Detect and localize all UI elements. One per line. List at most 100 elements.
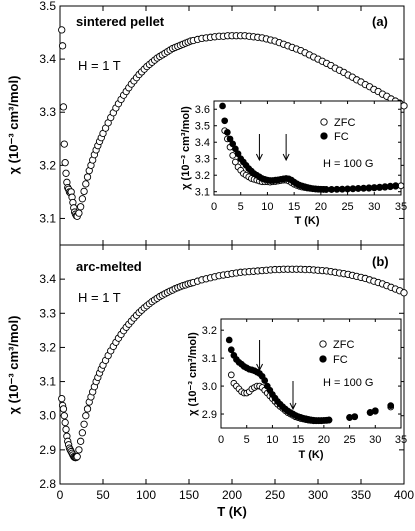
panel-b-field-label: H = 1 T [78, 290, 121, 305]
panel-a-y-ticks: 3.1 3.2 3.3 3.4 3.5 [39, 0, 404, 225]
panel-a-inset-x-tick-label: 30 [368, 201, 380, 213]
panel-b-x-tick-label: 100 [136, 488, 156, 502]
panel-a-inset-x-tick-label: 10 [261, 201, 273, 213]
panel-b-inset-zfc-point [227, 371, 235, 379]
panel-a-inset-legend-fc: FC [334, 131, 349, 143]
panel-b-y-ticks: 2.8 2.9 3.0 3.1 3.2 3.3 3.4 [39, 272, 404, 491]
panel-a-inset-legend-fc-marker [320, 132, 328, 140]
panel-b-inset-fc-point [225, 336, 233, 344]
panel-a: sintered pellet H = 1 T (a) 3.1 3.2 3.3 3.4… [6, 0, 408, 246]
panel-b-y-tick-label: 3.0 [39, 409, 56, 423]
panel-b-inset-fc-point [227, 346, 235, 354]
panel-b-x-tick-label: 150 [179, 488, 199, 502]
panel-a-inset-points [219, 102, 405, 193]
panel-a-inset-arrow-head [282, 153, 290, 162]
panel-a-inset-fc-point [226, 135, 234, 143]
panel-a-inset: 3.1 3.2 3.3 3.4 3.5 3.6 0 5 10 15 20 25 30 35 ZFC FC… [180, 100, 407, 227]
panel-a-y-tick-label: 3.4 [39, 52, 56, 66]
panel-a-inset-y-tick-label: 3.6 [195, 104, 210, 116]
panel-a-point [80, 187, 88, 196]
panel-a-point [60, 140, 68, 148]
panel-a-y-axis-label: χ (10⁻³ cm³/mol) [6, 76, 21, 175]
panel-a-inset-y-tick-label: 3.3 [195, 154, 210, 166]
panel-a-field-label: H = 1 T [78, 58, 121, 73]
panel-b-point [78, 429, 87, 437]
panel-a-point [58, 26, 66, 34]
panel-b: arc-melted H = 1 T (b) 2.8 2.9 3.0 3.1 3.2 3.… [6, 244, 414, 519]
panel-b-inset-x-axis-label: T (K) [298, 449, 323, 461]
panel-a-inset-fc-point [219, 102, 226, 110]
panel-b-inset: 2.9 3.0 3.1 3.2 0 5 10 15 20 25 30 35 ZFC FC H = 1… [187, 318, 407, 461]
panel-b-inset-x-tick-label: 25 [343, 434, 355, 446]
panel-b-x-tick-label: 400 [394, 488, 414, 502]
panel-a-inset-x-tick-label: 5 [238, 201, 244, 213]
panel-a-point [78, 195, 87, 203]
panel-b-y-tick-label: 2.8 [39, 477, 56, 491]
panel-b-point [61, 418, 69, 427]
panel-a-inset-zfc-point [232, 158, 239, 166]
panel-b-y-tick-label: 3.4 [39, 272, 56, 286]
panel-b-inset-points [225, 336, 395, 425]
panel-b-inset-x-tick-label: 35 [395, 434, 407, 446]
panel-b-point [62, 425, 70, 434]
panel-b-x-tick-label: 300 [308, 488, 328, 502]
panel-b-inset-x-tick-label: 15 [292, 434, 304, 446]
panel-a-inset-y-tick-label: 3.1 [195, 187, 210, 199]
panel-a-inset-x-tick-label: 15 [288, 201, 300, 213]
panel-b-point [73, 453, 81, 461]
panel-b-point [58, 394, 66, 403]
panel-b-inset-y-tick-label: 3.0 [202, 381, 217, 393]
panel-a-point [59, 103, 68, 111]
panel-b-y-tick-label: 3.3 [39, 306, 56, 320]
panel-b-inset-x-tick-label: 30 [369, 434, 381, 446]
panel-b-inset-fc-point [325, 416, 333, 424]
panel-b-inset-x-tick-label: 10 [266, 434, 278, 446]
panel-a-y-tick-label: 3.5 [39, 0, 56, 13]
panel-b-inset-y-tick-label: 2.9 [202, 409, 217, 421]
panel-b-inset-legend-zfc: ZFC [333, 339, 354, 351]
panel-b-point [83, 405, 92, 413]
panel-b-point [75, 446, 83, 454]
panel-b-y-tick-label: 3.2 [39, 340, 56, 354]
panel-b-inset-legend-zfc-marker [319, 340, 327, 348]
panel-b-sample-label: arc-melted [76, 259, 142, 274]
panel-a-inset-x-tick-label: 35 [395, 201, 407, 213]
panel-b-tag: (b) [372, 254, 389, 269]
panel-a-y-tick-label: 3.3 [39, 105, 56, 119]
panel-a-inset-x-tick-label: 20 [315, 201, 327, 213]
panel-b-x-tick-label: 250 [265, 488, 285, 502]
panel-a-y-tick-label: 3.1 [39, 211, 56, 225]
panel-a-inset-y-axis-label: χ (10⁻³ cm³/mol) [180, 106, 192, 190]
panel-b-inset-field-label: H = 100 G [323, 377, 373, 389]
panel-a-point [61, 159, 69, 167]
panel-a-point [62, 169, 70, 177]
panel-a-inset-background [214, 101, 401, 195]
panel-a-y-tick-label: 3.2 [39, 158, 56, 172]
panel-b-inset-y-ticks: 2.9 3.0 3.1 3.2 [202, 325, 401, 421]
panel-a-inset-legend-zfc: ZFC [334, 117, 355, 129]
panel-b-inset-x-tick-label: 20 [318, 434, 330, 446]
panel-a-inset-x-tick-label: 25 [341, 201, 353, 213]
panel-b-point [60, 412, 68, 420]
panel-b-point [80, 420, 88, 428]
panel-a-tag: (a) [372, 14, 388, 29]
panel-a-inset-x-tick-label: 0 [211, 201, 217, 213]
panel-b-point [82, 412, 90, 420]
panel-a-sample-label: sintered pellet [76, 14, 165, 29]
panel-b-inset-fc-point [351, 413, 359, 420]
panel-a-inset-y-tick-label: 3.5 [195, 121, 210, 133]
panel-a-point [82, 180, 90, 188]
panel-a-inset-frame [213, 100, 402, 196]
panel-a-point [58, 42, 67, 50]
panel-a-point [83, 173, 92, 181]
panel-b-inset-fc-point [371, 407, 379, 415]
panel-b-inset-legend-fc: FC [333, 354, 348, 366]
panel-b-x-tick-label: 350 [351, 488, 371, 502]
panel-a-inset-fc-point [221, 117, 229, 125]
panel-b-x-tick-label: 200 [222, 488, 242, 502]
panel-a-inset-field-label: H = 100 G [323, 158, 373, 170]
panel-b-inset-y-axis-label: χ (10⁻³ cm³/mol) [187, 332, 199, 416]
panel-a-point [76, 203, 85, 211]
panel-a-inset-y-ticks: 3.1 3.2 3.3 3.4 3.5 3.6 [195, 104, 401, 199]
